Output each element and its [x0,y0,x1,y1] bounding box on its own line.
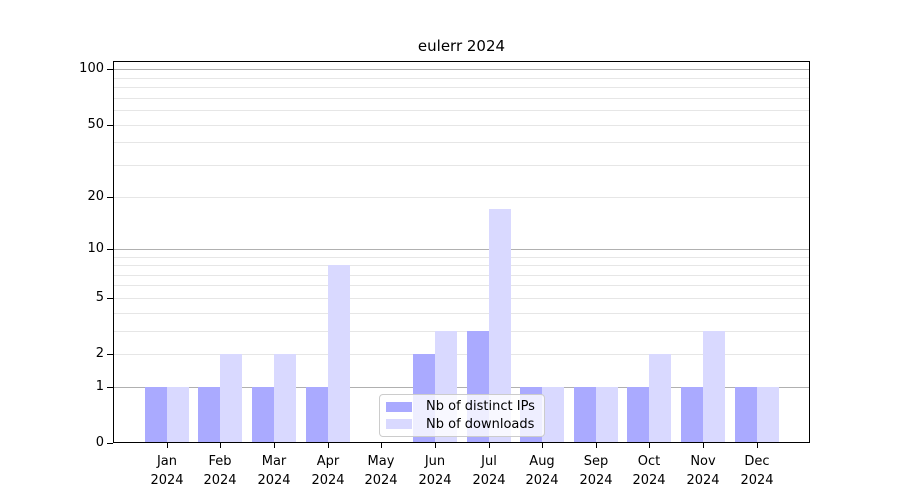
bar-ips-sep [574,387,596,442]
y-tick-50 [107,125,113,126]
x-tick-may [381,443,382,448]
x-tick-label-jan: Jan 2024 [150,454,184,488]
major-gridline-100 [114,69,809,70]
minor-gridline-90 [114,78,809,79]
x-tick-label-nov: Nov 2024 [686,454,720,488]
y-tick-label-5: 5 [95,290,104,305]
x-tick-label-may: May 2024 [364,454,398,488]
minor-gridline-50 [114,125,809,126]
x-tick-apr [328,443,329,448]
legend-item-distinct-ips: Nb of distinct IPs [386,399,538,414]
bar-downloads-jul [489,209,511,442]
x-tick-sep [596,443,597,448]
bar-downloads-nov [703,331,725,442]
x-tick-jul [489,443,490,448]
x-tick-aug [542,443,543,448]
minor-gridline-2 [114,354,809,355]
y-tick-label-50: 50 [87,117,104,132]
bar-ips-mar [252,387,274,442]
y-tick-2 [107,354,113,355]
minor-gridline-5 [114,298,809,299]
legend-label-downloads: Nb of downloads [426,416,535,432]
y-tick-label-0: 0 [95,435,104,450]
x-tick-label-aug: Aug 2024 [525,454,559,488]
minor-gridline-20 [114,197,809,198]
bar-ips-oct [627,387,649,442]
minor-gridline-6 [114,285,809,286]
y-tick-label-20: 20 [87,189,104,204]
y-tick-100 [107,69,113,70]
bar-downloads-mar [274,354,296,442]
bar-ips-jan [145,387,167,442]
x-tick-label-feb: Feb 2024 [203,454,237,488]
bar-downloads-aug [542,387,564,442]
bar-ips-feb [198,387,220,442]
minor-gridline-70 [114,98,809,99]
bar-ips-nov [681,387,703,442]
major-gridline-1 [114,387,809,388]
x-tick-nov [703,443,704,448]
minor-gridline-3 [114,331,809,332]
bar-ips-apr [306,387,328,442]
minor-gridline-8 [114,265,809,266]
x-tick-label-jul: Jul 2024 [472,454,506,488]
minor-gridline-9 [114,257,809,258]
bar-downloads-oct [649,354,671,442]
minor-gridline-80 [114,87,809,88]
bar-downloads-apr [328,265,350,442]
x-tick-jun [435,443,436,448]
y-tick-10 [107,249,113,250]
x-tick-label-sep: Sep 2024 [579,454,613,488]
x-tick-jan [167,443,168,448]
y-tick-0 [107,443,113,444]
bar-downloads-dec [757,387,779,442]
minor-gridline-30 [114,165,809,166]
plot-area [113,61,810,443]
chart-title: eulerr 2024 [417,37,506,55]
legend: Nb of distinct IPs Nb of downloads [379,394,545,437]
x-tick-mar [274,443,275,448]
x-tick-label-dec: Dec 2024 [740,454,774,488]
x-tick-feb [220,443,221,448]
y-tick-label-10: 10 [87,241,104,256]
minor-gridline-7 [114,275,809,276]
bar-ips-dec [735,387,757,442]
y-tick-5 [107,298,113,299]
x-tick-label-apr: Apr 2024 [311,454,345,488]
major-gridline-10 [114,249,809,250]
y-tick-label-2: 2 [95,346,104,361]
legend-label-distinct-ips: Nb of distinct IPs [426,399,535,415]
x-tick-label-jun: Jun 2024 [418,454,452,488]
legend-swatch-downloads [386,419,412,430]
y-tick-label-1: 1 [95,379,104,394]
bar-downloads-feb [220,354,242,442]
x-tick-dec [757,443,758,448]
x-tick-label-mar: Mar 2024 [257,454,291,488]
y-tick-label-100: 100 [79,61,104,76]
minor-gridline-40 [114,142,809,143]
bar-downloads-sep [596,387,618,442]
x-tick-oct [649,443,650,448]
y-tick-1 [107,387,113,388]
minor-gridline-4 [114,313,809,314]
legend-swatch-distinct-ips [386,401,412,412]
legend-item-downloads: Nb of downloads [386,417,538,432]
bar-downloads-jan [167,387,189,442]
y-tick-20 [107,197,113,198]
x-tick-label-oct: Oct 2024 [632,454,666,488]
minor-gridline-60 [114,110,809,111]
